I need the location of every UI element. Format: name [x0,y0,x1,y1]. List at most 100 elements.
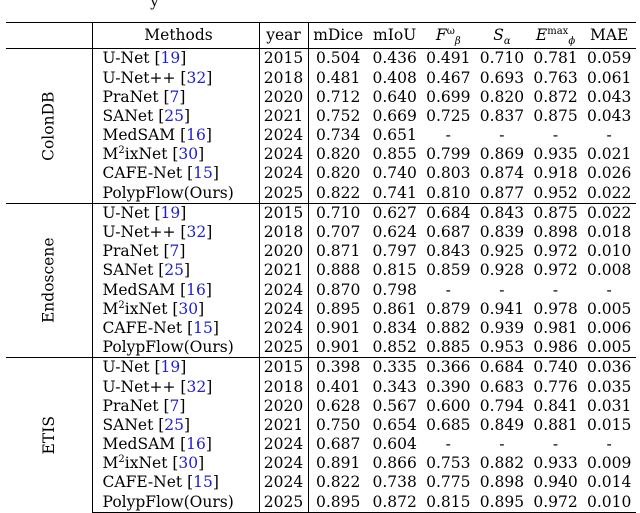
method-name: M [102,454,119,473]
mdice-cell: 0.870 [315,280,361,299]
method-cell: M2ixNet [30] [102,454,205,473]
fbeta-cell: 0.699 [426,87,471,106]
mae-cell: 0.010 [582,492,636,513]
method-name: CAFE-Net [102,318,183,337]
table-row: SANet [25] 2021 0.888 0.815 0.859 0.928 0.972 0… [6,261,636,281]
year-cell: 2024 [258,473,309,493]
citation-link[interactable]: 15 [193,473,213,492]
miou-cell: 0.797 [372,242,417,261]
year-cell: 2018 [258,377,309,397]
header-mdice: mDice [308,22,368,49]
ephi-cell: 0.875 [528,202,583,223]
header-methods: Methods [92,22,260,49]
year-cell: 2025 [258,183,309,204]
method-cell: MedSAM [16] [102,280,212,299]
ephi-cell: 0.972 [533,261,578,280]
mdice-cell: 0.504 [315,49,361,68]
citation-link[interactable]: 30 [178,454,199,473]
method-name: PolypFlow(Ours) [102,338,234,357]
miou-cell: 0.738 [372,473,417,492]
citation-link[interactable]: 15 [193,318,213,337]
fbeta-cell: 0.725 [426,106,471,125]
header-dataset [6,22,93,49]
fbeta-cell: 0.684 [421,202,476,223]
ephi-cell: 0.776 [533,377,578,396]
miou-cell: 0.798 [372,280,417,299]
citation-link[interactable]: 30 [178,145,199,164]
mae-cell: 0.022 [582,183,636,204]
salpha-cell: 0.882 [479,454,525,473]
citation-link[interactable]: 25 [164,415,185,434]
method-name: PraNet [102,242,159,261]
method-cell: SANet [25] [102,415,191,434]
citation-link[interactable]: 30 [178,299,199,318]
year-cell: 2024 [258,144,309,165]
miou-cell: 0.627 [367,202,422,223]
mdice-cell: 0.398 [308,357,368,378]
citation-link[interactable]: 16 [186,280,206,299]
citation-link[interactable]: 15 [193,164,213,183]
header-ephi: Emaxϕ [528,22,583,49]
fbeta-cell: - [445,435,451,454]
method-name: SANet [102,106,154,125]
salpha-cell: 0.710 [479,49,525,68]
mae-cell: 0.014 [586,473,632,492]
miou-cell: 0.651 [372,126,417,145]
results-table: Methods year mDice mIoU Fωβ Sα Emaxϕ MAE… [6,22,636,513]
mae-cell: 0.009 [586,454,632,473]
method-cell: PolypFlow(Ours) [92,183,260,204]
citation-link[interactable]: 7 [169,242,180,261]
mae-cell: 0.061 [586,68,632,87]
miou-cell: 0.654 [372,415,417,434]
mdice-cell: 0.901 [308,337,368,358]
miou-cell: 0.834 [372,318,417,337]
citation-link[interactable]: 32 [186,223,207,242]
fbeta-cell: 0.775 [426,473,471,492]
salpha-cell: 0.941 [479,299,525,318]
method-cell: U-Net++ [32] [102,68,213,87]
year-cell: 2015 [258,202,309,223]
salpha-cell: - [499,126,505,145]
table-row: PraNet [7] 2020 0.628 0.567 0.600 0.794 0.841 0… [6,396,636,416]
year-cell: 2024 [258,125,309,145]
salpha-cell: - [499,280,505,299]
ephi-cell: - [552,280,559,299]
miou-cell: 0.669 [372,106,417,125]
mae-cell: 0.026 [586,164,632,183]
citation-link[interactable]: 7 [169,87,180,106]
citation-link[interactable]: 32 [186,68,207,87]
mdice-cell: 0.481 [315,68,361,87]
method-name: MedSAM [102,126,176,145]
year-cell: 2024 [258,280,309,300]
citation-link[interactable]: 7 [169,396,180,415]
citation-link[interactable]: 25 [164,106,185,125]
citation-link[interactable]: 19 [160,203,181,222]
fbeta-cell: 0.687 [426,223,471,242]
mdice-cell: 0.895 [308,492,368,513]
method-name: U-Net++ [102,68,176,87]
citation-link[interactable]: 25 [164,261,185,280]
mdice-cell: 0.401 [315,377,361,396]
year-cell: 2024 [258,318,309,338]
method-cell: PolypFlow(Ours) [92,337,260,358]
citation-link[interactable]: 16 [186,435,206,454]
mdice-cell: 0.707 [315,223,361,242]
year-cell: 2024 [258,434,309,454]
mdice-cell: 0.750 [315,415,361,434]
table-row: ColonDB U-Net [19] 2015 0.504 0.436 0.491 0.71… [6,48,636,203]
table-row: CAFE-Net [15] 2024 0.820 0.740 0.803 0.874 0.9… [6,164,636,184]
mdice-cell: 0.820 [315,164,361,183]
table-row: SANet [25] 2021 0.750 0.654 0.685 0.849 0.881 0… [6,415,636,435]
citation-link[interactable]: 19 [160,49,181,68]
citation-link[interactable]: 32 [186,377,207,396]
method-cell: U-Net++ [32] [102,223,213,242]
citation-link[interactable]: 16 [186,126,206,145]
mdice-cell: 0.871 [315,242,361,261]
table-row: U-Net++ [32] 2018 0.481 0.408 0.467 0.693 0.76… [6,68,636,88]
salpha-cell: 0.898 [479,473,525,492]
miou-cell: 0.872 [367,492,422,513]
citation-link[interactable]: 19 [160,358,181,377]
method-cell: CAFE-Net [15] [102,318,219,337]
ephi-cell: 0.740 [528,357,583,378]
header-row: Methods year mDice mIoU Fωβ Sα Emaxϕ MAE [6,22,636,49]
